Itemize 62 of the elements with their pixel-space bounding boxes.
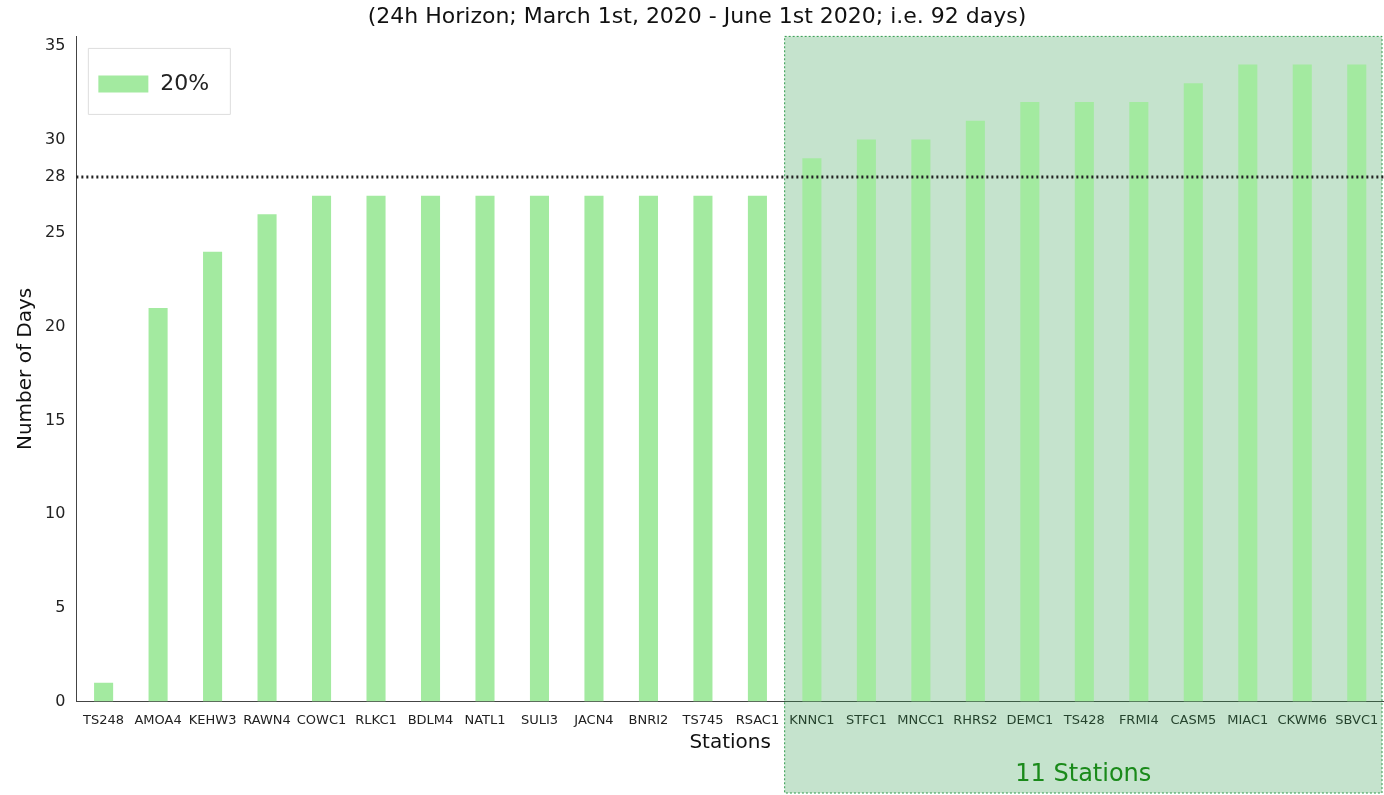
x-tick-label: DEMC1 <box>1006 711 1054 727</box>
y-tick-label: 10 <box>45 503 66 523</box>
bar <box>638 195 658 702</box>
x-tick-label: KEHW3 <box>188 711 237 727</box>
bar <box>1238 64 1258 702</box>
bar <box>312 195 332 702</box>
x-tick-label: COWC1 <box>296 711 347 727</box>
bar <box>584 195 604 702</box>
x-tick-label: RAWN4 <box>243 711 291 727</box>
y-tick-label: 5 <box>55 596 66 616</box>
x-tick-label: SBVC1 <box>1335 711 1379 727</box>
y-tick-label: 20 <box>45 315 66 335</box>
x-axis-title: Stations <box>689 729 771 754</box>
x-tick-label: NATL1 <box>464 711 506 727</box>
y-axis-title: Number of Days <box>12 287 37 451</box>
bar <box>1020 101 1040 702</box>
bar <box>529 195 550 702</box>
bar <box>475 195 495 702</box>
x-tick-label: BDLM4 <box>407 711 454 727</box>
x-tick-label: TS745 <box>681 711 724 727</box>
bar <box>1129 101 1149 702</box>
x-tick-label: KNNC1 <box>789 711 835 727</box>
x-tick-label: FRMI4 <box>1118 711 1159 727</box>
bar <box>1292 64 1312 702</box>
x-tick-label: CASM5 <box>1170 711 1217 727</box>
bar <box>1074 101 1094 702</box>
bar <box>203 251 223 702</box>
x-tick-label: BNRI2 <box>628 711 669 727</box>
bar <box>856 139 876 702</box>
bar <box>911 139 931 702</box>
bar <box>366 195 386 702</box>
x-tick-label: MIAC1 <box>1227 711 1269 727</box>
x-tick-label: CKWM6 <box>1277 711 1328 727</box>
bar <box>420 195 441 702</box>
x-tick-label: JACN4 <box>573 711 614 727</box>
bar <box>965 120 985 702</box>
x-tick-label: STFC1 <box>845 711 887 727</box>
x-tick-label: RLKC1 <box>355 711 397 727</box>
x-tick-label: AMOA4 <box>134 711 182 727</box>
y-tick-label: 35 <box>45 34 66 54</box>
bar <box>257 214 277 702</box>
x-tick-label: TS428 <box>1062 711 1105 727</box>
y-tick-label: 30 <box>45 128 66 148</box>
bar <box>747 195 767 702</box>
band-label: 11 Stations <box>1015 759 1152 788</box>
bar <box>802 158 822 702</box>
chart-title: (24h Horizon; March 1st, 2020 - June 1st 2020; i.e. 92 days) <box>367 2 1027 28</box>
y-tick-label: 0 <box>55 690 66 710</box>
bar <box>693 195 713 702</box>
bar <box>94 682 114 702</box>
bar <box>1183 83 1203 702</box>
x-tick-label: TS248 <box>82 711 125 727</box>
y-tick-label: 25 <box>45 222 66 242</box>
x-tick-label: MNCC1 <box>897 711 945 727</box>
y-tick-label: 28 <box>45 166 66 186</box>
x-tick-label: RSAC1 <box>735 711 780 727</box>
y-tick-label: 15 <box>45 409 66 429</box>
bar <box>148 308 168 702</box>
legend-label: 20% <box>160 70 210 96</box>
x-tick-label: SULI3 <box>520 711 559 727</box>
bar <box>1347 64 1367 702</box>
x-tick-label: RHRS2 <box>953 711 998 727</box>
